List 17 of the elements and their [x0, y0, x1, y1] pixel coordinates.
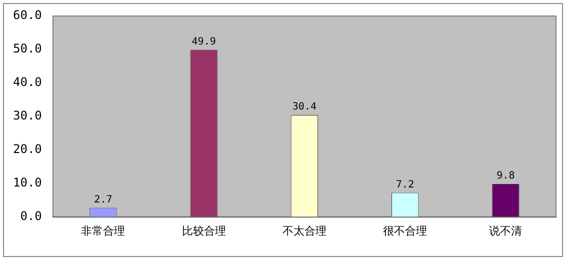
data-label: 49.9 [192, 36, 216, 48]
y-tick-label: 0.0 [20, 208, 42, 223]
y-tick-label: 10.0 [12, 175, 42, 190]
y-tick-label: 40.0 [12, 75, 42, 90]
data-label: 2.7 [94, 194, 112, 206]
y-tick-label: 50.0 [12, 42, 42, 56]
y-tick-label: 20.0 [12, 142, 42, 156]
x-tick-label: 说不清 [489, 224, 522, 238]
x-tick-label: 很不合理 [383, 224, 428, 238]
data-label: 30.4 [292, 102, 316, 113]
data-label: 7.2 [396, 179, 414, 190]
y-tick-label: 30.0 [12, 108, 42, 123]
y-tick-label: 60.0 [12, 8, 42, 22]
x-tick-label: 非常合理 [81, 224, 126, 238]
data-label: 9.8 [496, 170, 515, 182]
x-tick-label: 比较合理 [182, 224, 226, 238]
x-tick-label: 不太合理 [282, 224, 326, 238]
